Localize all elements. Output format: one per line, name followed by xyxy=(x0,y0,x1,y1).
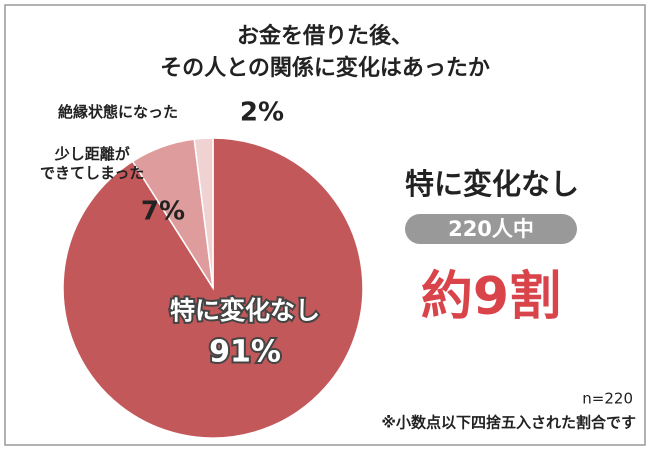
slice-label: 特に変化なし xyxy=(170,296,320,325)
value-label: 91% xyxy=(209,335,281,370)
slice-label: 少し距離が できてしまった xyxy=(40,145,145,182)
chart-title: お金を借りた後、 xyxy=(237,23,413,49)
slice-label: 絶縁状態になった xyxy=(58,103,179,121)
highlight: 約9割 xyxy=(421,267,561,327)
badge: 220人中 xyxy=(448,217,534,241)
value-label: 7% xyxy=(141,197,185,227)
sample-size: n=220 xyxy=(582,390,633,408)
chart-title: その人との関係に変化はあったか xyxy=(160,55,490,81)
headline: 特に変化なし xyxy=(405,167,579,201)
footnote: ※小数点以下四捨五入された割合です xyxy=(381,414,636,432)
value-label: 2% xyxy=(240,98,284,128)
pie-slice xyxy=(193,137,214,289)
badge-bg xyxy=(405,214,577,244)
